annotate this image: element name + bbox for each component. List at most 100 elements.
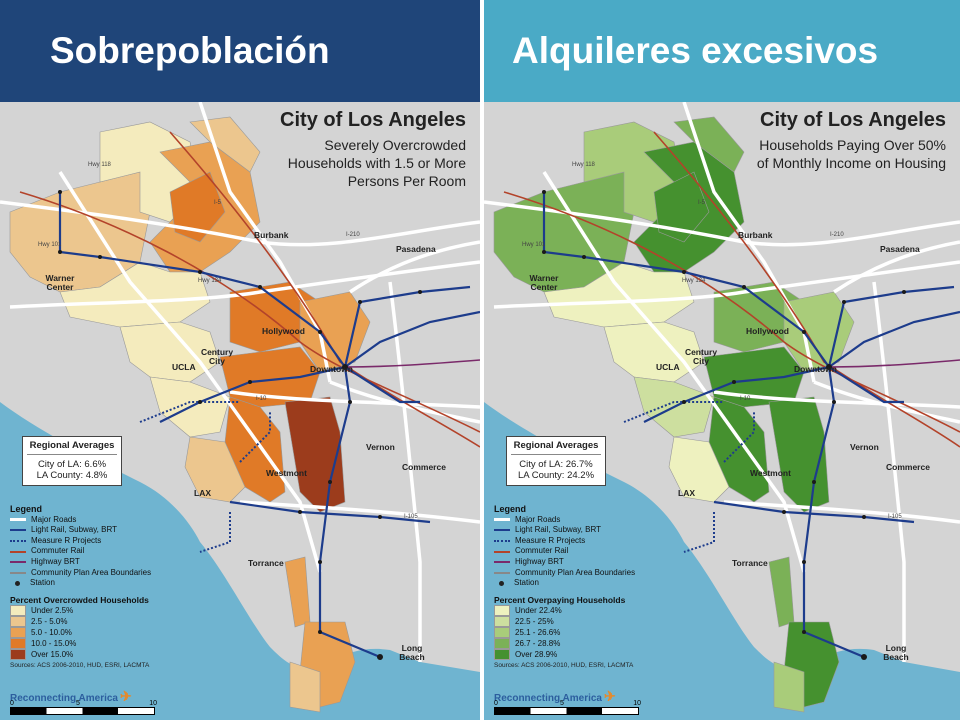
class-swatch	[494, 649, 510, 661]
legend-item-measure-r: Measure R Projects	[10, 536, 151, 547]
legend-class-4: 10.0 - 15.0%	[10, 638, 151, 650]
city-average: City of LA: 6.6%	[37, 459, 107, 470]
legend-label: Community Plan Area Boundaries	[515, 567, 636, 577]
legend-swatch	[10, 518, 26, 522]
label-downtown: Downtown	[794, 364, 837, 374]
scale-bar: 0 5 10	[494, 700, 641, 715]
class-swatch	[10, 616, 26, 628]
overpaying-map: City of Los Angeles Households Paying Ov…	[484, 102, 960, 720]
label-long-beach: Long Beach	[883, 643, 909, 662]
class-label: 2.5 - 5.0%	[31, 616, 68, 626]
class-label: 25.1 - 26.6%	[515, 627, 561, 637]
highway-brt	[828, 359, 960, 368]
legend-class-2: 22.5 - 25%	[494, 616, 635, 628]
stations	[58, 190, 422, 660]
right-header: Alquileres excesivos	[484, 0, 960, 102]
legend-label: Highway BRT	[515, 556, 564, 566]
district-san-pedro	[289, 661, 321, 713]
highway-brt	[344, 359, 480, 368]
class-swatch	[494, 627, 510, 639]
legend-swatch	[10, 561, 26, 564]
label-ucla: UCLA	[172, 362, 196, 372]
district-encino	[59, 261, 211, 328]
legend-swatch	[494, 550, 510, 553]
legend-class-heading: Percent Overcrowded Households	[10, 594, 149, 605]
label-commerce: Commerce	[886, 462, 930, 472]
label-commerce: Commerce	[402, 462, 446, 472]
regional-averages-heading: Regional Averages	[511, 440, 601, 455]
map-subtitle: Households Paying Over 50% of Monthly In…	[756, 137, 946, 171]
map-title: City of Los Angeles	[280, 109, 466, 131]
label-lax: LAX	[194, 488, 211, 498]
legend: Legend Major Roads Light Rail, Subway, B…	[494, 504, 635, 661]
hwy-i5: I-5	[214, 200, 222, 206]
regional-averages-box: Regional Averages City of LA: 26.7% LA C…	[506, 436, 606, 486]
major-roads	[0, 102, 480, 662]
label-pasadena: Pasadena	[396, 244, 436, 254]
scale-label-0: 0	[10, 700, 14, 707]
hwy-101: Hwy 101	[38, 242, 62, 248]
class-swatch	[10, 605, 26, 617]
brand-logo: Reconnecting America ✈	[494, 688, 616, 705]
district-harbor-gateway	[768, 556, 795, 628]
legend: Legend Major Roads Light Rail, Subway, B…	[10, 504, 151, 661]
class-label: 5.0 - 10.0%	[31, 627, 72, 637]
district-encino	[543, 261, 695, 328]
scale-bar-graphic	[494, 707, 639, 715]
legend-label: Measure R Projects	[31, 535, 102, 545]
label-torrance: Torrance	[248, 558, 284, 568]
legend-item-highway-brt: Highway BRT	[494, 557, 635, 568]
hwy-i10: I-10	[256, 396, 267, 402]
legend-label: Commuter Rail	[31, 546, 85, 556]
legend-class-5: Over 28.9%	[494, 649, 635, 661]
measure-r-projects	[139, 401, 271, 553]
legend-item-light-rail: Light Rail, Subway, BRT	[494, 525, 635, 536]
district-san-pedro	[773, 661, 805, 713]
scale-label-10: 10	[149, 700, 157, 707]
class-swatch	[10, 638, 26, 650]
scale-bar-graphic	[10, 707, 155, 715]
bird-icon: ✈	[120, 688, 132, 704]
legend-item-highway-brt: Highway BRT	[10, 557, 151, 568]
legend-label: Commuter Rail	[515, 546, 569, 556]
sources: Sources: ACS 2006-2010, HUD, ESRI, LACMT…	[10, 662, 150, 669]
legend-swatch	[10, 529, 26, 532]
class-label: 10.0 - 15.0%	[31, 638, 77, 648]
legend-class-3: 5.0 - 10.0%	[10, 627, 151, 639]
label-vernon: Vernon	[850, 442, 879, 452]
class-swatch	[10, 649, 26, 661]
legend-class-heading: Percent Overpaying Households	[494, 594, 626, 605]
map-subtitle: Severely Overcrowded Households with 1.5…	[287, 137, 466, 189]
class-swatch	[10, 627, 26, 639]
county-average: LA County: 4.8%	[36, 470, 108, 481]
legend-swatch	[494, 561, 510, 564]
city-average: City of LA: 26.7%	[519, 459, 593, 470]
legend-swatch	[494, 571, 510, 574]
class-swatch	[494, 616, 510, 628]
label-downtown: Downtown	[310, 364, 353, 374]
legend-class-1: Under 2.5%	[10, 605, 151, 617]
stations	[542, 190, 906, 660]
legend-swatch	[10, 571, 26, 574]
map-title-block: City of Los Angeles Households Paying Ov…	[756, 108, 946, 172]
station-icon	[15, 580, 20, 586]
scale-label-0: 0	[494, 700, 498, 707]
class-swatch	[494, 605, 510, 617]
left-header-title: Sobrepoblación	[50, 30, 330, 71]
class-label: 22.5 - 25%	[515, 616, 554, 626]
district-sylmar	[673, 116, 745, 173]
class-label: Over 28.9%	[515, 649, 558, 659]
left-header: Sobrepoblación	[0, 0, 480, 102]
scale-label-5: 5	[76, 700, 80, 707]
legend-label: Major Roads	[515, 514, 561, 524]
map-title-block: City of Los Angeles Severely Overcrowded…	[276, 108, 466, 190]
label-vernon: Vernon	[366, 442, 395, 452]
label-hollywood: Hollywood	[262, 326, 305, 336]
label-westmont: Westmont	[266, 468, 307, 478]
label-warner-center: Warner Center	[45, 273, 75, 292]
brand-logo: Reconnecting America ✈	[10, 688, 132, 705]
scale-bar: 0 5 10	[10, 700, 157, 715]
legend-label: Station	[514, 578, 539, 588]
legend-label: Measure R Projects	[515, 535, 586, 545]
legend-item-plan-boundaries: Community Plan Area Boundaries	[494, 568, 635, 579]
